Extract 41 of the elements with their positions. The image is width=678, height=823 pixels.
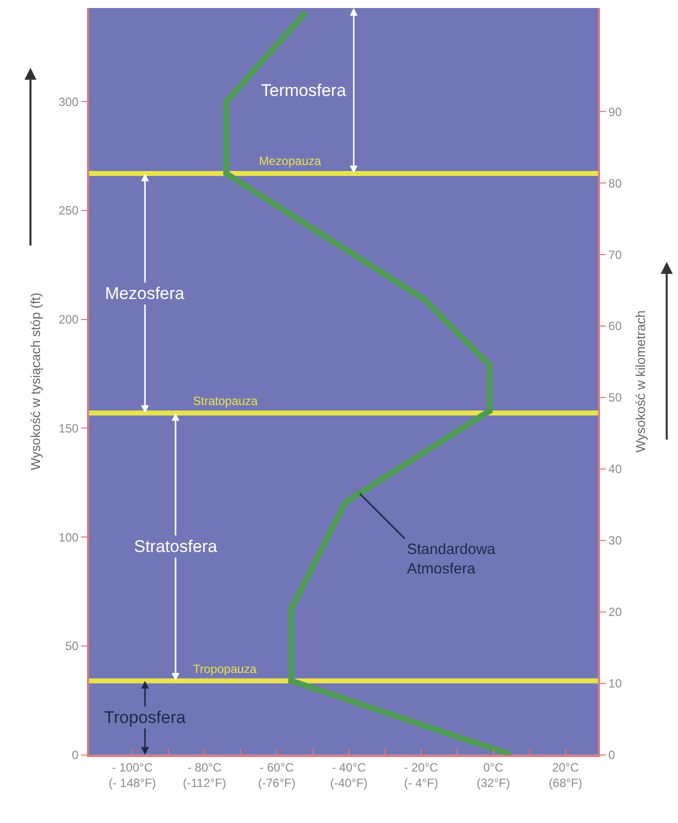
x-tick-label: - 60°C — [260, 760, 294, 774]
x-tick-label: - 100°C — [112, 760, 154, 774]
annotation: Mezosfera — [105, 284, 185, 303]
x2-tick-label: (-76°F) — [258, 776, 296, 790]
annotation: Stratosfera — [134, 537, 218, 556]
y2-tick-label: 30 — [608, 534, 622, 548]
y2-tick-label: 70 — [608, 248, 622, 262]
y2-tick-label: 80 — [608, 176, 622, 190]
y2-tick-label: 40 — [608, 462, 622, 476]
ref-line-label: Mezopauza — [259, 154, 322, 168]
y2-tick-label: 10 — [608, 676, 622, 691]
x2-tick-label: (68°F) — [548, 776, 582, 790]
y-tick-label: 200 — [58, 312, 79, 327]
y-tick-label: 100 — [58, 530, 79, 544]
y-tick-label: 300 — [58, 94, 79, 109]
y-tick-label: 150 — [58, 421, 79, 436]
ref-line-label: Stratopauza — [193, 394, 258, 408]
y2-tick-label: 0 — [608, 748, 616, 762]
x2-tick-label: (- 148°F) — [108, 776, 156, 790]
y2-tick-label: 50 — [608, 390, 622, 405]
y-tick-label: 50 — [65, 639, 79, 654]
x2-tick-label: (-112°F) — [182, 776, 226, 790]
y2-tick-label: 60 — [608, 319, 622, 334]
y2-axis-title: Wysokość w kilometrach — [633, 310, 648, 453]
x-tick-label: 0°C — [483, 760, 504, 774]
y-tick-label: 0 — [72, 748, 79, 762]
x-tick-label: - 40°C — [332, 760, 366, 774]
annotation: Troposfera — [104, 708, 186, 727]
y-axis-title: Wysokość w tysiącach stóp (ft) — [28, 292, 44, 470]
x-tick-label: - 80°C — [187, 760, 222, 774]
ref-line-label: Tropopauza — [193, 662, 257, 676]
y2-tick-label: 20 — [608, 605, 622, 620]
annotation: Termosfera — [261, 81, 347, 100]
y2-tick-label: 90 — [608, 104, 622, 119]
x2-tick-label: (-40°F) — [330, 776, 368, 790]
x-tick-label: - 20°C — [404, 760, 439, 774]
x-tick-label: 20°C — [552, 760, 580, 774]
x2-tick-label: (- 4°F) — [404, 776, 438, 790]
annotation: Standardowa Atmosfera — [407, 541, 496, 578]
x2-tick-label: (32°F) — [476, 776, 510, 790]
y-tick-label: 250 — [58, 204, 79, 218]
